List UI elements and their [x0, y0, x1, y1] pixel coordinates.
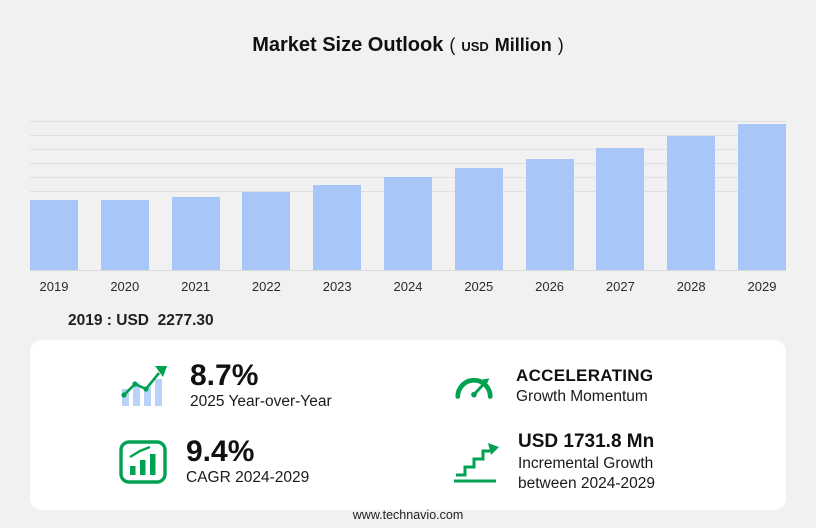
momentum-label: Growth Momentum	[516, 388, 648, 405]
x-label-2028: 2028	[676, 279, 706, 294]
stat-cagr: 9.4% CAGR 2024-2029	[118, 436, 450, 488]
incremental-label-line1: Incremental Growth	[518, 455, 654, 472]
unit-close-paren: )	[557, 35, 564, 55]
x-label-2029: 2029	[747, 279, 777, 294]
bar-2025	[454, 168, 503, 270]
unit-currency: USD	[461, 39, 489, 54]
plot-area	[30, 121, 786, 271]
x-label-2019: 2019	[39, 279, 69, 294]
bar-2028	[667, 136, 716, 270]
speedometer-icon	[450, 365, 498, 407]
bar-2023	[313, 184, 362, 270]
bar-2026	[525, 158, 574, 270]
title-text: Market Size Outlook	[252, 34, 444, 56]
header: Market Size Outlook ( USD Million )	[0, 0, 816, 57]
momentum-value: ACCELERATING	[516, 366, 654, 385]
bar-2021	[171, 196, 220, 270]
stat-cagr-text: 9.4% CAGR 2024-2029	[186, 436, 309, 488]
incremental-growth-arrow-icon	[450, 440, 500, 484]
cagr-label: CAGR 2024-2029	[186, 469, 310, 486]
page-title: Market Size Outlook ( USD Million )	[252, 34, 564, 57]
cagr-box-chart-icon	[118, 439, 168, 485]
cagr-value: 9.4%	[186, 435, 255, 468]
x-label-2023: 2023	[322, 279, 352, 294]
incremental-label-line2: between 2024-2029	[518, 475, 656, 492]
x-label-2027: 2027	[605, 279, 635, 294]
x-label-2024: 2024	[393, 279, 423, 294]
base-year-value: 2019 : USD 2277.30	[68, 312, 214, 329]
bars	[30, 121, 786, 270]
stat-yoy: 8.7% 2025 Year-over-Year	[118, 360, 450, 412]
gridline	[30, 163, 786, 164]
bar-2029	[737, 123, 786, 270]
gridline	[30, 135, 786, 136]
growth-bars-icon	[118, 362, 172, 410]
market-size-bar-chart: 2019 2020 2021 2022 2023 2024 2025 2026 2027 2028…	[30, 121, 786, 294]
bar-2024	[383, 176, 432, 270]
stat-yoy-text: 8.7% 2025 Year-over-Year	[190, 360, 332, 412]
yoy-label: 2025 Year-over-Year	[190, 393, 332, 410]
x-label-2022: 2022	[251, 279, 281, 294]
unit-open-paren: (	[449, 35, 456, 55]
bar-2019	[30, 200, 78, 270]
bar-2027	[596, 147, 645, 270]
gridline	[30, 149, 786, 150]
bar-2020	[100, 199, 149, 270]
unit-word: Million	[494, 35, 552, 55]
gridline	[30, 121, 786, 122]
x-label-2025: 2025	[464, 279, 494, 294]
stats-panel: 8.7% 2025 Year-over-Year ACCELERATING Gr…	[30, 340, 786, 510]
stat-incremental: USD 1731.8 Mn Incremental Growth between…	[450, 430, 766, 494]
x-label-2021: 2021	[181, 279, 211, 294]
stat-momentum-text: ACCELERATING Growth Momentum	[516, 365, 653, 407]
x-label-2020: 2020	[110, 279, 140, 294]
x-label-2026: 2026	[535, 279, 565, 294]
stat-momentum: ACCELERATING Growth Momentum	[450, 365, 766, 407]
x-axis-labels: 2019 2020 2021 2022 2023 2024 2025 2026 2027 2028…	[30, 271, 786, 294]
website-link[interactable]: www.technavio.com	[352, 508, 464, 522]
yoy-value: 8.7%	[190, 359, 259, 392]
stat-incremental-text: USD 1731.8 Mn Incremental Growth between…	[518, 430, 655, 494]
incremental-value: USD 1731.8 Mn	[518, 431, 655, 452]
bar-2022	[242, 191, 291, 270]
